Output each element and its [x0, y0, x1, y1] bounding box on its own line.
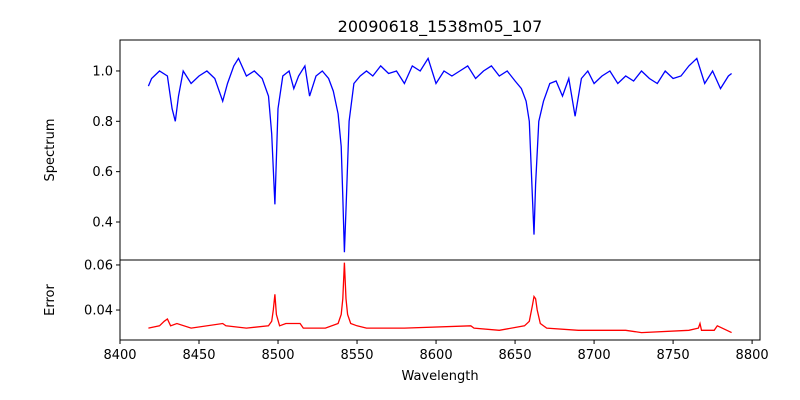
y-axis-label-error: Error: [43, 284, 58, 316]
x-tick-label: 8550: [340, 348, 373, 363]
series-line-error: [148, 262, 732, 334]
x-tick-label: 8450: [182, 348, 215, 363]
x-tick-label: 8600: [420, 348, 453, 363]
y-tick-label: 1.0: [92, 64, 113, 79]
y-axis-label-spectrum: Spectrum: [43, 119, 58, 182]
series-line-spectrum: [147, 56, 733, 253]
x-tick-label: 8650: [499, 348, 532, 363]
y-tick-label: 0.4: [92, 215, 113, 230]
x-tick-label: 8750: [657, 348, 690, 363]
axes-frame-1: [119, 259, 761, 341]
x-tick-label: 8700: [578, 348, 611, 363]
x-tick-label: 8800: [736, 348, 769, 363]
x-tick-label: 8500: [261, 348, 294, 363]
x-axis-label: Wavelength: [401, 369, 478, 384]
chart-title: 20090618_1538m05_107: [338, 17, 543, 37]
y-tick-label: 0.8: [92, 115, 113, 130]
y-tick-label: 0.6: [92, 165, 113, 180]
x-tick-label: 8400: [103, 348, 136, 363]
y-tick-label: 0.06: [84, 258, 113, 273]
y-tick-label: 0.04: [84, 304, 113, 319]
